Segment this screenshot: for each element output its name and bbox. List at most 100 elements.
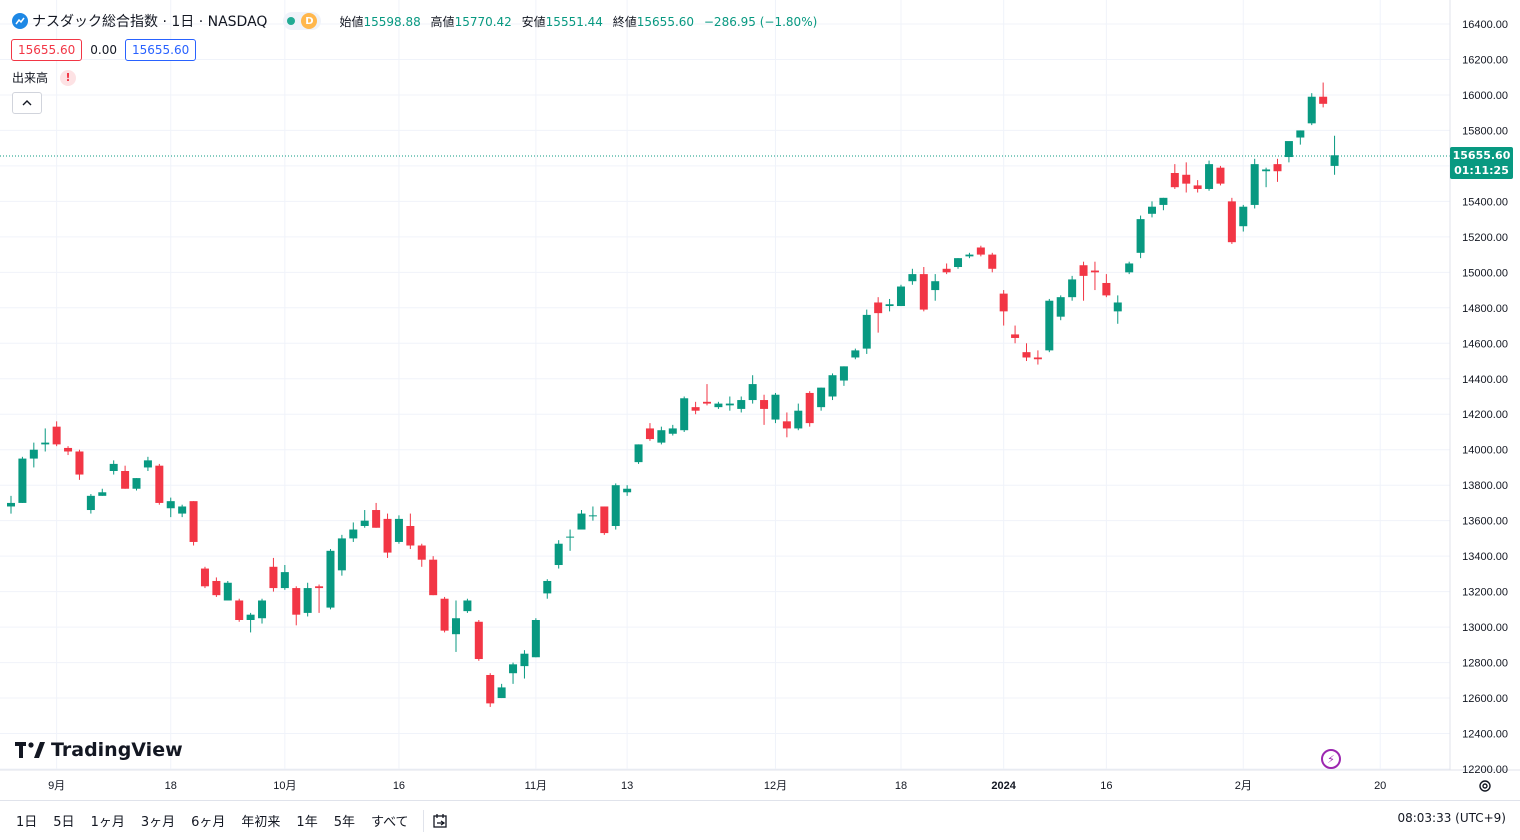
price-tick-label: 12600.00 — [1462, 693, 1508, 705]
range-5d[interactable]: 5日 — [53, 815, 75, 830]
candle-body — [668, 428, 677, 434]
candle-body — [1170, 173, 1179, 188]
volume-indicator[interactable]: 出来高 ! — [12, 69, 77, 86]
candle — [874, 297, 883, 333]
candle-body — [1296, 130, 1305, 138]
candle-body — [737, 400, 746, 409]
candle — [954, 258, 963, 269]
price-tick-label: 15200.00 — [1462, 232, 1508, 244]
price-tick-label: 13600.00 — [1462, 516, 1508, 528]
candle — [976, 245, 985, 257]
candle-body — [75, 451, 84, 475]
range-1y[interactable]: 1年 — [296, 815, 318, 830]
candles — [7, 82, 1339, 707]
candle-body — [451, 618, 460, 635]
price-tick-label: 16200.00 — [1462, 54, 1508, 66]
calendar-goto-icon — [432, 813, 447, 828]
candle — [657, 426, 666, 445]
price-axis[interactable]: 16400.0016200.0016000.0015800.0015600.00… — [1462, 19, 1508, 776]
candle-body — [1307, 96, 1316, 124]
candle-body — [109, 463, 118, 471]
candle — [782, 412, 791, 438]
time-tick-label: 11月 — [525, 780, 547, 792]
candle-body — [269, 566, 278, 589]
range-ytd[interactable]: 年初来 — [241, 815, 281, 830]
candle-body — [965, 254, 974, 257]
candle — [1284, 141, 1293, 163]
candle — [1319, 82, 1328, 108]
candle — [543, 579, 552, 599]
collapse-legend-button[interactable] — [12, 92, 42, 114]
range-6m[interactable]: 6ヶ月 — [191, 815, 226, 830]
candle — [828, 373, 837, 401]
candle-body — [851, 350, 860, 358]
candle-body — [714, 403, 723, 408]
candle-body — [566, 536, 575, 538]
candle — [258, 598, 267, 624]
candle-body — [417, 545, 426, 560]
candle-body — [280, 572, 289, 589]
candle — [463, 598, 472, 613]
candle-body — [1090, 270, 1099, 273]
candle-body — [520, 653, 529, 667]
candle-body — [1011, 334, 1020, 338]
candle — [1262, 167, 1271, 188]
candle-body — [588, 515, 597, 517]
candle — [577, 510, 586, 530]
candle — [326, 549, 335, 610]
range-3m[interactable]: 3ヶ月 — [140, 815, 176, 830]
range-5y[interactable]: 5年 — [333, 815, 355, 830]
warning-icon[interactable]: ! — [60, 69, 77, 86]
candle-body — [486, 674, 495, 704]
gear-icon[interactable] — [1477, 778, 1493, 794]
candle — [429, 556, 438, 596]
grid-lines — [0, 0, 1450, 770]
candle — [1022, 343, 1031, 362]
tradingview-logo[interactable]: TradingView — [15, 739, 183, 761]
candle — [372, 502, 381, 528]
range-1m[interactable]: 1ヶ月 — [90, 815, 125, 830]
buy-button[interactable]: 15655.60 — [124, 39, 197, 61]
clock-timezone[interactable]: 08:03:33 (UTC+9) — [1397, 811, 1506, 825]
candle — [64, 446, 73, 456]
candle — [41, 428, 50, 452]
candle — [235, 598, 244, 622]
candle — [349, 522, 358, 542]
candle-body — [337, 538, 346, 571]
candle-body — [828, 375, 837, 397]
spread-value: 0.00 — [90, 43, 117, 57]
candle-body — [29, 449, 38, 459]
range-1d[interactable]: 1日 — [16, 815, 38, 830]
market-status-pill[interactable]: D — [283, 12, 322, 30]
candle — [1296, 130, 1305, 145]
lightning-icon[interactable]: ⚡ — [1321, 749, 1341, 769]
candle — [817, 387, 826, 411]
goto-date-button[interactable] — [430, 810, 452, 832]
price-tick-label: 14000.00 — [1462, 445, 1508, 457]
candle — [86, 494, 95, 514]
candle-body — [805, 392, 814, 424]
candle — [1307, 93, 1316, 126]
candle-body — [703, 401, 712, 404]
candle — [1056, 295, 1065, 321]
symbol-title[interactable]: ナスダック総合指数 · 1日 · NASDAQ — [32, 14, 268, 30]
candle — [1136, 215, 1145, 259]
candle — [1125, 261, 1134, 275]
price-tick-label: 13400.00 — [1462, 551, 1508, 563]
candle-body — [1227, 201, 1236, 243]
candle-body — [143, 460, 152, 468]
interval-badge: D — [301, 13, 318, 29]
candle — [166, 497, 175, 518]
candle — [1216, 165, 1225, 186]
candle-body — [748, 384, 757, 401]
sell-button[interactable]: 15655.60 — [11, 39, 83, 61]
candle — [634, 444, 643, 464]
range-all[interactable]: すべて — [370, 815, 409, 830]
candle — [1193, 180, 1202, 193]
candle — [965, 252, 974, 259]
price-tick-label: 12400.00 — [1462, 729, 1508, 741]
candle-body — [200, 568, 209, 587]
time-axis[interactable]: 9月 18 10月 16 11月 13 12月 18 2024 16 2月 20 — [48, 780, 1386, 792]
price-tick-label: 16400.00 — [1462, 19, 1508, 31]
